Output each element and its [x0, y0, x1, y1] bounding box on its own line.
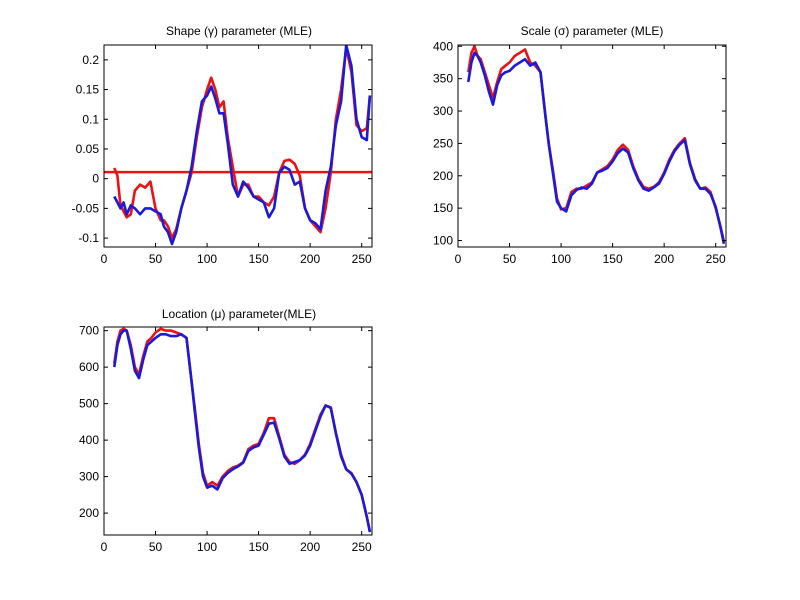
shape-x-tick-label: 100 — [197, 252, 217, 266]
scale-y-tick-label: 150 — [433, 201, 453, 215]
location-x-tick-label: 250 — [352, 540, 372, 554]
location-x-tick-label: 50 — [149, 540, 163, 554]
shape-y-tick-label: 0.15 — [76, 83, 100, 97]
location-plot-y-axis: 200 300 400 500 600 700 — [79, 324, 372, 520]
scale-y-tick-label: 350 — [433, 72, 453, 86]
scale-x-tick-label: 200 — [654, 252, 674, 266]
shape-red-series-line — [113, 46, 372, 240]
scale-x-tick-label: 100 — [551, 252, 571, 266]
shape-y-tick-label: 0.05 — [76, 142, 100, 156]
scale-x-tick-label: 50 — [503, 252, 517, 266]
scale-y-tick-label: 250 — [433, 136, 453, 150]
scale-x-tick-label: 250 — [706, 252, 726, 266]
shape-x-tick-label: 250 — [352, 252, 372, 266]
scale-y-tick-label: 100 — [433, 234, 453, 248]
location-plot-series-layer — [113, 327, 372, 533]
location-x-tick-label: 200 — [300, 540, 320, 554]
scale-blue-series-line — [467, 51, 726, 245]
location-blue-series-line — [113, 329, 372, 533]
scale-x-tick-label: 150 — [603, 252, 623, 266]
shape-y-tick-label: 0.2 — [82, 53, 99, 67]
location-y-tick-label: 700 — [79, 324, 99, 338]
location-y-tick-label: 600 — [79, 360, 99, 374]
shape-x-tick-label: 0 — [101, 252, 108, 266]
location-plot-x-axis: 0 50 100 150 200 250 — [101, 327, 372, 554]
scale-plot-y-axis: 100 150 200 250 300 350 400 — [433, 39, 726, 248]
shape-plot-axes — [103, 44, 373, 248]
location-plot-title: Location (μ) parameter(MLE) — [162, 307, 316, 321]
shape-parameter-plot: Shape (γ) parameter (MLE) 0 50 100 150 200 25… — [72, 24, 373, 266]
scale-parameter-plot: Scale (σ) parameter (MLE) 0 50 100 150 200 25… — [433, 24, 727, 266]
location-parameter-plot: Location (μ) parameter(MLE) 0 50 100 150 200… — [79, 307, 373, 554]
shape-y-tick-label: -0.05 — [72, 201, 100, 215]
shape-y-tick-label: 0 — [92, 172, 99, 186]
scale-x-tick-label: 0 — [455, 252, 462, 266]
location-x-tick-label: 100 — [197, 540, 217, 554]
shape-plot-x-axis: 0 50 100 150 200 250 — [101, 45, 372, 266]
shape-plot-y-axis: -0.1 -0.05 0 0.05 0.1 0.15 0.2 — [72, 53, 372, 245]
shape-x-tick-label: 200 — [300, 252, 320, 266]
location-x-tick-label: 0 — [101, 540, 108, 554]
shape-blue-series-line — [113, 45, 372, 246]
shape-x-tick-label: 50 — [149, 252, 163, 266]
scale-plot-series-layer — [467, 45, 726, 245]
scale-y-tick-label: 300 — [433, 104, 453, 118]
scale-y-tick-label: 200 — [433, 169, 453, 183]
shape-x-tick-label: 150 — [249, 252, 269, 266]
location-x-tick-label: 150 — [249, 540, 269, 554]
location-y-tick-label: 500 — [79, 397, 99, 411]
shape-y-tick-label: 0.1 — [82, 112, 99, 126]
shape-y-tick-label: -0.1 — [78, 231, 99, 245]
location-plot-axes — [103, 326, 373, 536]
scale-plot-x-axis: 0 50 100 150 200 250 — [455, 45, 726, 266]
location-y-tick-label: 200 — [79, 506, 99, 520]
scale-y-tick-label: 400 — [433, 39, 453, 53]
location-y-tick-label: 300 — [79, 470, 99, 484]
scale-plot-title: Scale (σ) parameter (MLE) — [521, 24, 664, 38]
shape-plot-series-layer — [113, 45, 372, 246]
scale-plot-axes — [457, 44, 727, 248]
location-y-tick-label: 400 — [79, 433, 99, 447]
shape-plot-title: Shape (γ) parameter (MLE) — [166, 24, 312, 38]
